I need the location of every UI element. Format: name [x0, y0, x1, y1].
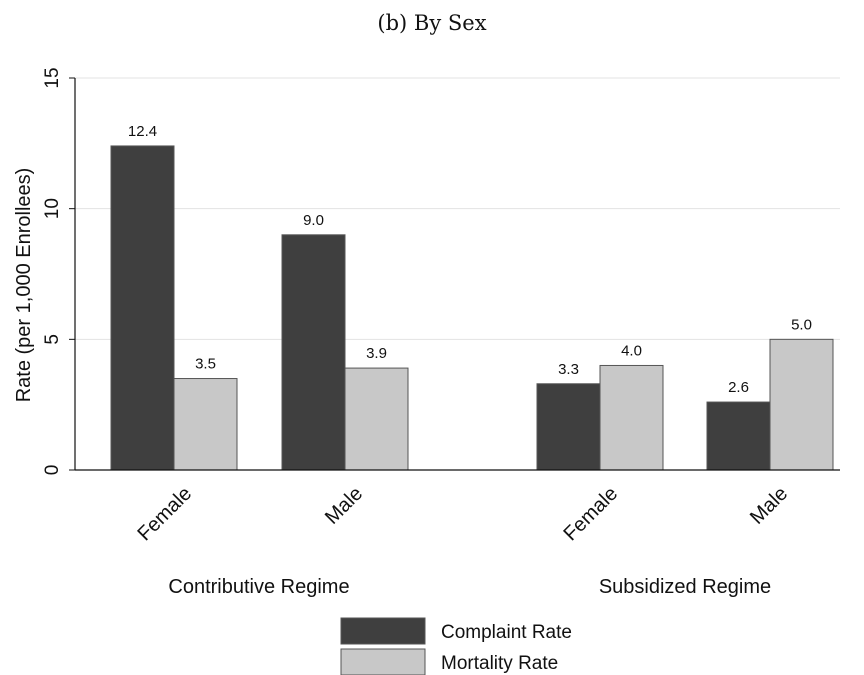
bar-value-label: 12.4	[128, 123, 157, 140]
legend-label: Complaint Rate	[441, 622, 572, 643]
mortality-rate-bar	[344, 367, 409, 471]
chart-title: (b) By Sex	[377, 11, 486, 35]
group-label: Contributive Regime	[168, 576, 349, 598]
x-category-label: Female	[559, 483, 622, 546]
x-category-label: Male	[321, 483, 367, 529]
y-tick-label: 15	[42, 67, 63, 88]
legend: Complaint Rate Mortality Rate	[340, 617, 572, 675]
bar-value-label: 3.9	[366, 345, 387, 362]
mortality-rate-bar	[173, 378, 238, 471]
x-category-label: Male	[746, 483, 792, 529]
mortality-rate-bar	[599, 364, 664, 471]
y-tick-label: 10	[42, 198, 63, 219]
complaint-rate-bar	[281, 234, 346, 471]
bar-value-label: 2.6	[728, 379, 749, 396]
y-axis-label: Rate (per 1,000 Enrollees)	[13, 168, 35, 403]
bar-value-label: 3.5	[195, 356, 216, 373]
y-tick-label: 5	[42, 334, 63, 345]
bar-value-label: 4.0	[621, 342, 642, 359]
complaint-rate-bar	[110, 145, 175, 471]
legend-label: Mortality Rate	[441, 653, 558, 674]
legend-swatch-complaint	[340, 617, 426, 645]
complaint-rate-bar	[536, 383, 601, 471]
complaint-rate-bar	[706, 401, 771, 471]
mortality-rate-bar	[769, 338, 834, 471]
group-label: Subsidized Regime	[599, 576, 771, 598]
y-tick-label: 0	[42, 465, 63, 476]
bar-value-label: 9.0	[303, 212, 324, 229]
bar-value-label: 5.0	[791, 316, 812, 333]
x-category-label: Female	[133, 483, 196, 546]
legend-swatch-mortality	[340, 648, 426, 675]
plot-area: 0 5 10 15 12.4 9.0 3.3 2.6 3.5 3.9 4.0 5.0 Female Mal…	[42, 67, 840, 598]
bar-value-label: 3.3	[558, 361, 579, 378]
